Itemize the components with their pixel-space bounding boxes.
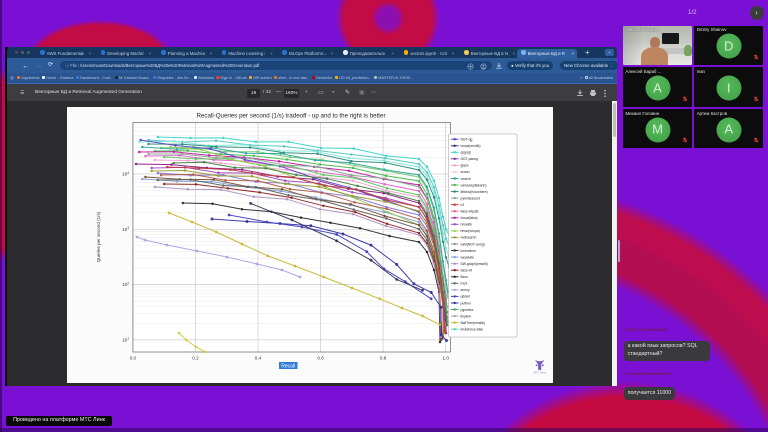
- svg-text:flann: flann: [460, 275, 467, 279]
- svg-text:vamana(diskann): vamana(diskann): [460, 183, 486, 187]
- svg-text:0.4: 0.4: [254, 356, 261, 361]
- svg-text:NGT-panng: NGT-panng: [460, 157, 478, 161]
- svg-text:0.2: 0.2: [192, 356, 199, 361]
- svg-text:pgvector: pgvector: [460, 308, 474, 312]
- svg-text:scann: scann: [460, 170, 469, 174]
- svg-text:101: 101: [122, 337, 129, 343]
- svg-text:Recall: Recall: [281, 363, 295, 369]
- svg-text:0.8: 0.8: [380, 356, 387, 361]
- svg-text:mrpt: mrpt: [460, 282, 467, 286]
- svg-text:tinyknn: tinyknn: [460, 314, 471, 318]
- svg-text:puffinn: puffinn: [460, 301, 470, 305]
- svg-text:vearch: vearch: [460, 177, 470, 181]
- svg-text:weaviate: weaviate: [460, 255, 473, 259]
- svg-text:glass: glass: [460, 164, 468, 168]
- svg-text:vald(NGT-anng): vald(NGT-anng): [460, 242, 484, 246]
- svg-text:faiss-ivf: faiss-ivf: [460, 269, 472, 273]
- svg-text:hnsw(nmslib): hnsw(nmslib): [460, 144, 480, 148]
- svg-text:1.0: 1.0: [442, 356, 449, 361]
- svg-text:faiss-ivfpqfs: faiss-ivfpqfs: [460, 210, 478, 214]
- svg-text:NGT-qg: NGT-qg: [460, 138, 472, 142]
- svg-text:qsgngt: qsgngt: [460, 151, 470, 155]
- svg-text:0.6: 0.6: [317, 356, 324, 361]
- svg-text:qdrant: qdrant: [460, 295, 470, 299]
- svg-text:102: 102: [122, 281, 129, 287]
- svg-text:hnsw(faiss): hnsw(faiss): [460, 216, 477, 220]
- svg-text:pynndescent: pynndescent: [460, 196, 479, 200]
- svg-text:luceneknn: luceneknn: [460, 249, 476, 253]
- svg-text:Milvus(Knowhere): Milvus(Knowhere): [460, 190, 487, 194]
- svg-text:redisearch: redisearch: [460, 236, 476, 240]
- svg-text:МТС Линк: МТС Линк: [533, 371, 546, 375]
- svg-text:104: 104: [122, 171, 129, 177]
- svg-text:SW-graph(nmslib): SW-graph(nmslib): [460, 262, 487, 266]
- svg-text:0.0: 0.0: [129, 356, 136, 361]
- svg-text:103: 103: [122, 226, 129, 232]
- svg-text:hnsw(vespa): hnsw(vespa): [460, 229, 479, 233]
- svg-text:n2: n2: [460, 203, 464, 207]
- svg-text:bruteforce-blas: bruteforce-blas: [460, 328, 483, 332]
- svg-text:Recall-Queries per second (1/s: Recall-Queries per second (1/s) tradeoff…: [196, 113, 385, 120]
- svg-text:BallTree(nmslib): BallTree(nmslib): [460, 321, 485, 325]
- svg-text:Queries per second (1/s): Queries per second (1/s): [96, 211, 101, 262]
- svg-text:annoy: annoy: [460, 288, 470, 292]
- svg-text:hnswlib: hnswlib: [460, 223, 471, 227]
